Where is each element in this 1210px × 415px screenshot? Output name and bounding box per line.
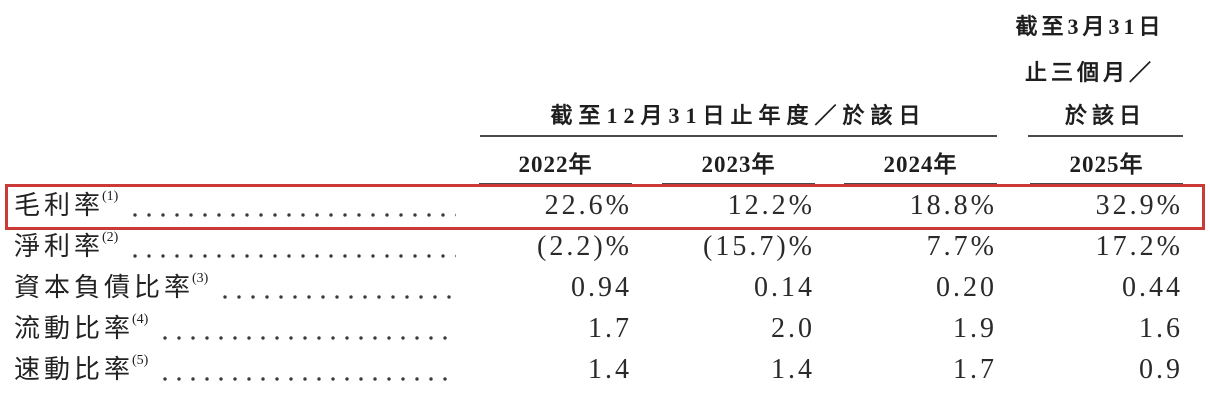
right-period-header-cell: 於該日: [997, 97, 1183, 137]
row-label: 速動比率: [14, 355, 135, 384]
table-row-quick-ratio: 速動比率 (5) 1.4 1.4 1.7 0.9: [0, 349, 1210, 390]
table-row-net-profit-margin: 淨利率 (2) (2.2)% (15.7)% 7.7% 17.2%: [0, 226, 1210, 267]
value-2024: 7.7%: [926, 231, 997, 262]
row-label: 淨利率: [14, 232, 105, 261]
header-years-row: 2022年 2023年 2024年 2025年: [0, 137, 1210, 185]
value-2025: 0.44: [1122, 272, 1183, 303]
right-period-line3: 於該日: [1028, 105, 1183, 137]
value-2024: 0.20: [936, 272, 997, 303]
header-spacer: [14, 137, 460, 185]
value-2024: 1.9: [953, 313, 997, 344]
value-2022: 1.4: [588, 354, 632, 385]
header-top-row: 截至3月31日 止三個月／: [0, 0, 1210, 97]
table-row-gross-profit-margin: 毛利率 (1) 22.6% 12.2% 18.8% 32.9%: [0, 185, 1210, 226]
value-2022: 1.7: [588, 313, 632, 344]
value-2022: 0.94: [571, 272, 632, 303]
left-period-header-cell: 截至12月31日止年度／於該日: [460, 97, 997, 137]
header-group-row: 截至12月31日止年度／於該日 於該日: [0, 97, 1210, 137]
left-period-header: 截至12月31日止年度／於該日: [480, 105, 997, 137]
dot-leader: [128, 254, 456, 258]
value-2023: 0.14: [754, 272, 815, 303]
year-header-2025: 2025年: [1030, 153, 1183, 185]
table-row-gearing-ratio: 資本負債比率 (3) 0.94 0.14 0.20 0.44: [0, 267, 1210, 308]
dot-leader: [158, 377, 456, 381]
value-2025: 17.2%: [1095, 231, 1183, 262]
footnote-marker: (4): [132, 312, 149, 327]
value-2024: 18.8%: [909, 190, 997, 221]
year-header-2022: 2022年: [479, 153, 632, 185]
value-2023: (15.7)%: [703, 231, 815, 262]
right-period-line2: 止三個月／: [1024, 60, 1155, 85]
header-spacer: [14, 0, 997, 97]
row-label: 資本負債比率: [14, 273, 195, 302]
table-row-current-ratio: 流動比率 (4) 1.7 2.0 1.9 1.6: [0, 308, 1210, 349]
right-period-header: 截至3月31日 止三個月／: [997, 0, 1183, 97]
footnote-marker: (3): [192, 271, 209, 286]
value-2024: 1.7: [953, 354, 997, 385]
dot-leader: [218, 295, 456, 299]
value-2022: (2.2)%: [537, 231, 632, 262]
footnote-marker: (5): [132, 353, 149, 368]
right-period-line1: 截至3月31日: [1015, 14, 1165, 39]
value-2025: 1.6: [1139, 313, 1183, 344]
value-2022: 22.6%: [544, 190, 632, 221]
value-2025: 0.9: [1139, 354, 1183, 385]
value-2025: 32.9%: [1095, 190, 1183, 221]
dot-leader: [128, 213, 456, 217]
dot-leader: [158, 336, 456, 340]
row-label: 毛利率: [14, 191, 105, 220]
value-2023: 1.4: [771, 354, 815, 385]
value-2023: 2.0: [771, 313, 815, 344]
year-header-2024: 2024年: [844, 153, 997, 185]
value-2023: 12.2%: [727, 190, 815, 221]
year-header-2023: 2023年: [662, 153, 815, 185]
header-spacer: [14, 97, 460, 137]
row-label: 流動比率: [14, 314, 135, 343]
footnote-marker: (1): [102, 189, 119, 204]
footnote-marker: (2): [102, 230, 119, 245]
